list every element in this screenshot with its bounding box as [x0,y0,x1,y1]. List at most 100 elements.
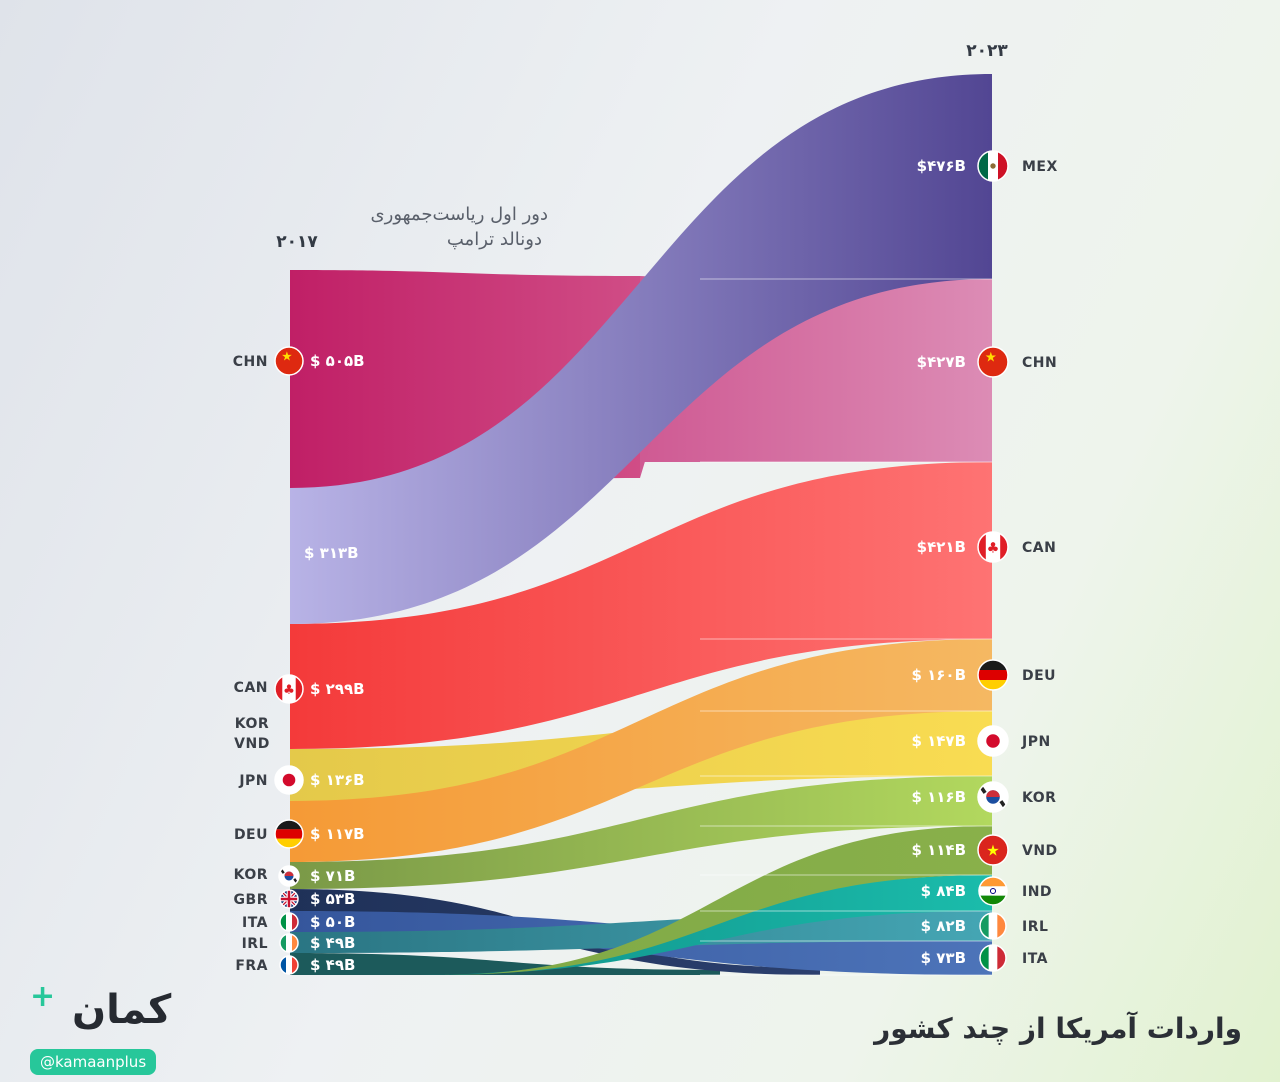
left-node-6: KOR $ ۷۱B [234,865,355,887]
left-node-3: KOR VND [234,716,270,752]
right-code-label: JPN [1021,734,1051,750]
fra-flag-icon [279,955,299,975]
chart-title: واردات آمریکا از چند کشور [874,1012,1242,1045]
right-value-label: $۴۷۶B [917,157,966,175]
right-node-1: ★ CHN $۴۲۷B [917,346,1057,378]
chn-flag-icon: ★ [977,346,1009,378]
jpn-flag-icon [977,725,1009,757]
left-value-label: $ ۲۹۹B [310,680,365,698]
left-code-label: ITA [242,915,268,931]
left-value-label: $ ۳۱۳B [304,544,359,562]
left-value-label: $ ۴۹B [310,956,355,974]
svg-text:★: ★ [281,348,292,363]
right-node-4: JPN $ ۱۴۷B [911,725,1051,757]
flow-fra [290,953,720,975]
flow-mex [290,74,992,624]
jpn-flag-icon [274,765,304,795]
left-code-label: CHN [233,354,268,370]
left-node-5: DEU $ ۱۱۷B [234,819,365,849]
flow-vnd [440,826,992,975]
svg-text:♣: ♣ [987,540,1000,556]
left-node-2: CAN ♣ $ ۲۹۹B [234,674,365,704]
right-code-label: VND [1022,843,1058,859]
left-value-label: $ ۵۰B [310,913,355,931]
right-code-label: IND [1022,884,1052,900]
right-value-label: $۴۲۱B [917,538,966,556]
right-value-label: $ ۱۶۰B [911,666,966,684]
left-node-8: ITA $ ۵۰B [242,912,355,932]
left-code-label: KOR [234,867,268,883]
brand-name: کمان [72,987,172,1033]
brand-logo: + کمان @kamaanplus [30,979,172,1077]
ita-flag-icon [979,944,1007,972]
right-node-3: DEU $ ۱۶۰B [911,659,1056,691]
ind-flag-icon [978,876,1008,906]
right-node-8: IRL $ ۸۲B [921,912,1048,940]
right-code-label: MEX [1022,159,1058,175]
left-node-0: CHN ★ $ ۵۰۵B [233,346,365,376]
ita-flag-icon [279,912,299,932]
right-value-label: $ ۷۳B [921,949,966,967]
left-value-label: $ ۵۳B [310,890,355,908]
kor-flag-icon [278,865,300,887]
vnd-flag-icon: ★ [977,834,1009,866]
can-flag-icon: ♣ [274,674,304,704]
deu-flag-icon [977,659,1009,691]
svg-text:★: ★ [986,841,999,859]
right-value-label: $ ۸۲B [921,917,966,935]
left-value-label: $ ۴۹B [310,934,355,952]
right-code-label: IRL [1022,919,1048,935]
left-code-label: CAN [234,680,268,696]
mex-flag-icon [977,150,1009,182]
right-value-label: $ ۸۴B [921,882,966,900]
svg-text:♣: ♣ [283,683,295,698]
left-node-10: FRA $ ۴۹B [235,955,355,975]
left-code-label: GBR [234,892,268,908]
right-value-label: $ ۱۱۶B [911,788,966,806]
right-node-7: IND $ ۸۴B [921,876,1052,906]
right-node-9: ITA $ ۷۳B [921,944,1048,972]
left-value-label: $ ۵۰۵B [310,352,365,370]
left-node-7: GBR $ ۵۳B [234,889,355,909]
right-node-2: ♣ CAN $۴۲۱B [917,531,1056,563]
irl-flag-icon [979,912,1007,940]
left-node-9: IRL $ ۴۹B [242,933,355,953]
right-value-label: $ ۱۴۷B [911,732,966,750]
right-code-label: KOR [1022,790,1056,806]
right-code-label: DEU [1022,668,1056,684]
svg-text:★: ★ [985,349,997,365]
left-value-label: $ ۷۱B [310,867,355,885]
flow-kor [290,776,992,889]
right-code-label: CAN [1022,540,1056,556]
left-code-label: KOR [235,716,269,732]
right-value-label: $۴۲۷B [917,353,966,371]
flow-deu [290,639,992,862]
left-value-label: $ ۱۳۶B [310,771,365,789]
plus-icon: + [30,979,56,1014]
left-node-1: $ ۳۱۳B [304,544,359,562]
kor-flag-icon [977,781,1009,813]
right-node-6: ★ VND $ ۱۱۴B [911,834,1058,866]
left-code-label: JPN [238,773,268,789]
right-code-label: ITA [1022,951,1048,967]
flow-can [290,462,992,749]
deu-flag-icon [274,819,304,849]
right-value-label: $ ۱۱۴B [911,841,966,859]
year-left-label: ۲۰۱۷ [276,232,318,252]
year-right-label: ۲۰۲۳ [966,41,1008,61]
left-code-label: DEU [234,827,268,843]
left-code-label: IRL [242,936,268,952]
left-value-label: $ ۱۱۷B [310,825,365,843]
right-code-label: CHN [1022,355,1057,371]
right-node-5: KOR $ ۱۱۶B [911,781,1056,813]
left-code-label: VND [234,736,270,752]
irl-flag-icon [279,933,299,953]
note-line-1: دور اول ریاست‌جمهوری [371,204,548,225]
brand-handle[interactable]: @kamaanplus [30,1049,157,1075]
right-node-0: MEX $۴۷۶B [917,150,1058,182]
can-flag-icon: ♣ [977,531,1009,563]
left-code-label: FRA [235,958,268,974]
gbr-flag-icon [279,889,299,909]
chn-flag-icon: ★ [274,346,304,376]
